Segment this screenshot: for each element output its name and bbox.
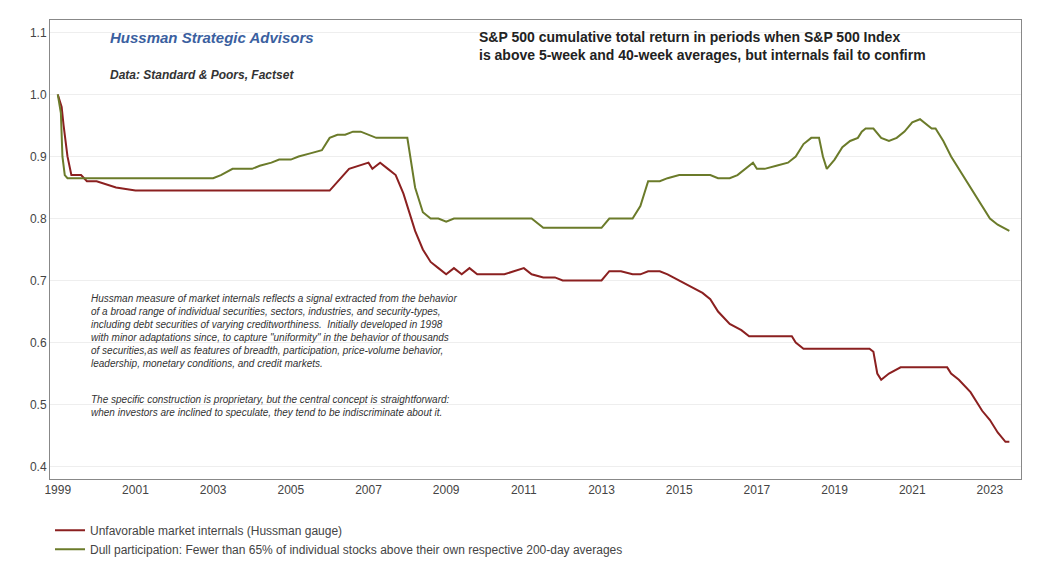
svg-text:2005: 2005 xyxy=(277,483,304,497)
svg-text:0.5: 0.5 xyxy=(30,398,47,412)
svg-text:0.4: 0.4 xyxy=(30,460,47,474)
svg-text:The specific construction is p: The specific construction is proprietary… xyxy=(91,394,450,418)
svg-text:2021: 2021 xyxy=(899,483,926,497)
svg-text:1999: 1999 xyxy=(44,483,71,497)
svg-text:1.0: 1.0 xyxy=(30,88,47,102)
svg-text:Unfavorable market internals (: Unfavorable market internals (Hussman ga… xyxy=(90,524,342,538)
svg-text:0.9: 0.9 xyxy=(30,150,47,164)
svg-text:0.7: 0.7 xyxy=(30,274,47,288)
svg-text:0.6: 0.6 xyxy=(30,336,47,350)
svg-text:2011: 2011 xyxy=(511,483,537,497)
svg-text:2001: 2001 xyxy=(122,483,149,497)
svg-text:2019: 2019 xyxy=(821,483,848,497)
svg-text:1.1: 1.1 xyxy=(30,26,47,40)
svg-text:Hussman Strategic Advisors: Hussman Strategic Advisors xyxy=(110,29,314,46)
svg-text:2017: 2017 xyxy=(744,483,771,497)
svg-text:2003: 2003 xyxy=(200,483,227,497)
svg-text:Data: Standard & Poors, Factse: Data: Standard & Poors, Factset xyxy=(110,68,294,82)
svg-text:2015: 2015 xyxy=(666,483,693,497)
svg-text:2023: 2023 xyxy=(977,483,1004,497)
svg-text:2013: 2013 xyxy=(588,483,615,497)
svg-text:2009: 2009 xyxy=(433,483,460,497)
svg-text:S&P 500 cumulative total retur: S&P 500 cumulative total return in perio… xyxy=(479,29,926,63)
svg-text:Dull participation: Fewer than: Dull participation: Fewer than 65% of in… xyxy=(90,543,622,557)
svg-text:Hussman measure of market inte: Hussman measure of market internals refl… xyxy=(91,293,457,369)
svg-text:0.8: 0.8 xyxy=(30,212,47,226)
svg-text:2007: 2007 xyxy=(355,483,382,497)
